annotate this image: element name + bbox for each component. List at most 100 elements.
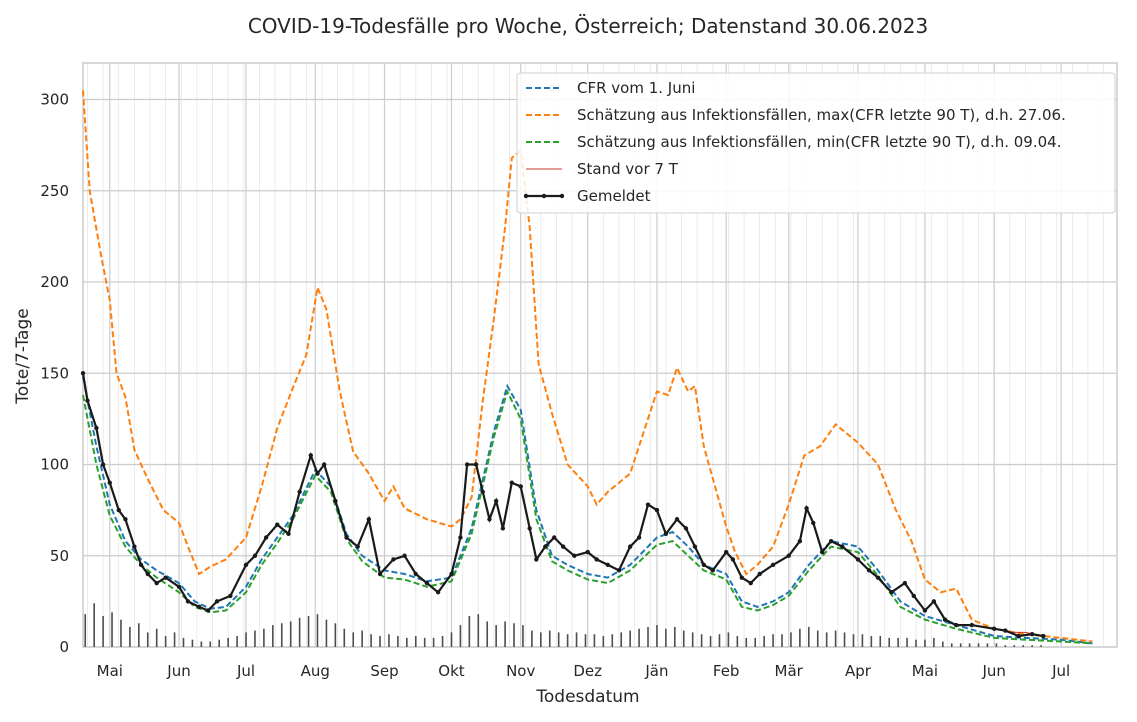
daily-bar [1031, 645, 1033, 647]
daily-bar [146, 632, 149, 647]
data-point [1041, 633, 1046, 639]
daily-bar [870, 636, 873, 647]
data-point [875, 575, 881, 580]
daily-bar [504, 621, 506, 647]
daily-bar [227, 637, 229, 647]
daily-bar [861, 634, 864, 647]
y-tick-label: 0 [59, 638, 69, 656]
data-point [94, 425, 99, 431]
daily-bar [370, 634, 372, 647]
daily-bar [986, 643, 989, 647]
data-point [402, 553, 407, 558]
daily-bar [513, 623, 515, 647]
data-point [757, 571, 762, 577]
daily-bar [450, 632, 453, 647]
data-point [473, 462, 479, 467]
data-point [100, 462, 106, 467]
daily-bar [379, 636, 381, 647]
daily-bar [674, 626, 676, 647]
daily-bar [155, 628, 158, 647]
daily-bar [718, 634, 721, 647]
x-tick-label: Jul [1051, 662, 1070, 680]
chart-title: COVID-19-Todesfälle pro Woche, Österreic… [248, 14, 928, 38]
daily-bar [540, 632, 542, 647]
data-point [954, 622, 959, 628]
data-point [458, 535, 463, 540]
data-point [315, 471, 320, 476]
daily-bar [745, 637, 748, 647]
data-point [263, 535, 269, 540]
data-point [391, 557, 396, 562]
data-point [145, 571, 150, 577]
daily-bar [459, 625, 462, 647]
daily-bar [495, 625, 497, 647]
x-tick-label: Aug [301, 662, 330, 680]
data-point [911, 593, 916, 599]
data-point [297, 489, 302, 495]
x-tick-label: Jun [166, 662, 190, 680]
daily-bar [236, 636, 238, 647]
x-tick-label: Mär [775, 662, 804, 680]
data-point [866, 568, 872, 573]
legend-label: Schätzung aus Infektionsfällen, max(CFR … [577, 106, 1066, 124]
data-point [991, 626, 997, 631]
data-point [730, 557, 736, 562]
data-point [308, 453, 313, 458]
daily-bar [200, 641, 203, 647]
daily-bar [763, 636, 765, 647]
daily-bar [700, 634, 703, 647]
daily-bar [280, 623, 283, 647]
data-point [804, 506, 809, 511]
legend-marker [541, 193, 547, 199]
daily-bar [111, 612, 113, 647]
daily-bar [843, 632, 846, 647]
daily-bar [799, 628, 801, 647]
data-point [449, 571, 454, 577]
daily-bar [977, 643, 980, 647]
daily-bar [575, 632, 578, 647]
daily-bar [441, 636, 444, 647]
daily-bar [254, 630, 256, 647]
data-point [487, 517, 492, 522]
data-point [355, 544, 360, 549]
daily-bar [245, 632, 247, 647]
daily-bar [361, 630, 363, 647]
data-point [275, 522, 280, 527]
daily-bar [263, 628, 265, 647]
data-point [413, 571, 418, 577]
data-point [889, 590, 894, 595]
daily-bar [173, 632, 176, 647]
data-point [605, 562, 611, 568]
data-point [527, 526, 532, 531]
legend: CFR vom 1. Juni Schätzung aus Infektionsf… [516, 72, 1116, 214]
x-tick-label: Nov [506, 662, 535, 680]
daily-bar [468, 615, 471, 647]
data-point [176, 584, 182, 589]
daily-bar [1013, 645, 1016, 647]
data-point [663, 531, 669, 537]
data-point [163, 575, 168, 580]
data-point [820, 549, 825, 555]
daily-bar [138, 623, 140, 647]
daily-bar [557, 632, 560, 647]
data-point [616, 568, 622, 573]
daily-bar [164, 636, 167, 647]
daily-bar [388, 634, 390, 647]
data-point [786, 553, 791, 558]
x-tick-label: Mai [97, 662, 123, 680]
data-point [627, 544, 633, 549]
daily-bar [816, 630, 819, 647]
daily-bar [325, 619, 328, 647]
data-point [377, 571, 383, 577]
series-markers [80, 371, 1046, 639]
y-axis-label: Tote/7-Tage [13, 308, 33, 404]
daily-bar [879, 636, 882, 647]
daily-bar [1040, 645, 1042, 647]
daily-bar [84, 614, 87, 647]
daily-bar [665, 628, 667, 647]
data-point [464, 462, 470, 467]
daily-bar [906, 637, 908, 647]
daily-bar [129, 626, 131, 647]
data-point [710, 568, 715, 573]
daily-bar [834, 630, 837, 647]
